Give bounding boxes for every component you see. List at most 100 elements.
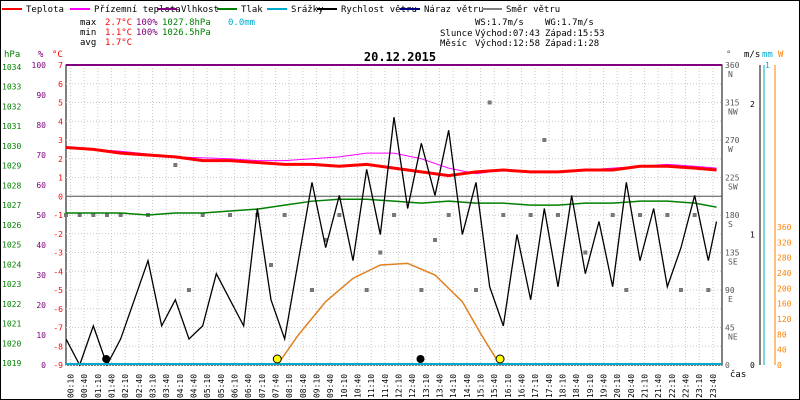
- time-tick-label: 02:10: [121, 374, 130, 398]
- solar-tick-label: 360: [777, 223, 792, 232]
- legend-label: Tlak: [241, 5, 263, 15]
- dir-tick-compass: NE: [728, 333, 738, 342]
- pressure-tick-label: 1023: [2, 280, 21, 289]
- stats-row-label: max: [80, 18, 97, 28]
- wind-direction-point: [282, 213, 287, 217]
- time-tick-label: 15:10: [477, 374, 486, 398]
- wind-direction-point: [433, 238, 437, 242]
- humidity-tick-label: 30: [36, 271, 46, 280]
- axis-title-deg: °: [726, 50, 731, 60]
- pressure-tick-label: 1024: [2, 260, 21, 269]
- time-tick-label: 16:40: [518, 374, 527, 398]
- pressure-tick-label: 1021: [2, 320, 21, 329]
- wind-direction-point: [200, 213, 205, 217]
- pressure-tick-label: 1028: [2, 181, 21, 190]
- pressure-tick-label: 1020: [2, 339, 21, 348]
- humidity-tick-label: 90: [36, 91, 46, 100]
- time-tick-label: 23:40: [709, 374, 718, 398]
- temp-tick-label: 1: [58, 174, 63, 183]
- solar-tick-label: 160: [777, 300, 792, 309]
- wind-direction-point: [474, 288, 478, 292]
- axis-title-time: čas: [730, 369, 746, 380]
- temp-tick-label: -7: [53, 324, 63, 333]
- temp-tick-label: -4: [53, 267, 63, 276]
- solar-tick-label: 240: [777, 269, 792, 278]
- dir-tick-degrees: 0: [725, 361, 730, 370]
- time-tick-label: 03:10: [149, 374, 158, 398]
- humidity-tick-label: 0: [41, 361, 46, 370]
- stats-humidity: 100%: [136, 18, 158, 28]
- dir-tick-compass: SE: [728, 258, 738, 267]
- pressure-tick-label: 1034: [2, 63, 21, 72]
- temp-tick-label: 7: [58, 61, 63, 70]
- time-tick-label: 03:40: [162, 374, 171, 398]
- wind-direction-point: [556, 213, 560, 217]
- solar-tick-label: 120: [777, 315, 792, 324]
- temp-tick-label: -1: [53, 211, 63, 220]
- axis-title-ms: m/s: [744, 50, 760, 60]
- wind-direction-point: [173, 163, 178, 167]
- time-tick-label: 13:10: [422, 374, 431, 398]
- time-tick-label: 12:10: [395, 374, 404, 398]
- time-tick-label: 10:40: [354, 374, 363, 398]
- sunrise-marker: [272, 354, 282, 364]
- moonrise-marker: [416, 355, 425, 363]
- time-tick-label: 22:10: [668, 374, 677, 398]
- wind-direction-point: [392, 213, 396, 217]
- solar-tick-label: 320: [777, 238, 792, 247]
- stats-row-label: avg: [80, 38, 96, 48]
- dir-tick-compass: W: [728, 145, 733, 154]
- dir-tick-degrees: 180: [725, 211, 740, 220]
- legend-label: Přízemní teplota: [94, 5, 181, 15]
- time-tick-label: 12:40: [408, 374, 417, 398]
- time-tick-label: 18:10: [559, 374, 568, 398]
- humidity-tick-label: 70: [36, 151, 46, 160]
- dir-tick-degrees: 135: [725, 249, 740, 258]
- sun-label: Slunce: [440, 29, 473, 39]
- wind-direction-point: [378, 250, 383, 255]
- wind-direction-point: [419, 288, 424, 292]
- solar-tick-label: 80: [777, 330, 787, 339]
- dir-tick-degrees: 270: [725, 136, 740, 145]
- pressure-tick-label: 1033: [2, 83, 21, 92]
- temp-tick-label: -3: [53, 249, 63, 258]
- solar-tick-label: 40: [777, 346, 787, 355]
- stats-temp: 1.1°C: [105, 28, 132, 38]
- dir-tick-degrees: 90: [725, 286, 735, 295]
- temp-tick-label: 2: [58, 155, 63, 164]
- dir-tick-compass: S: [728, 220, 733, 229]
- axis-title-pct: %: [38, 50, 44, 60]
- legend-label: Směr větru: [506, 5, 560, 15]
- date-title: 20.12.2015: [364, 50, 436, 64]
- dir-tick-compass: NW: [728, 108, 738, 117]
- time-tick-label: 16:10: [504, 374, 513, 398]
- time-tick-label: 10:10: [340, 374, 349, 398]
- temp-tick-label: 4: [58, 117, 63, 126]
- temp-tick-label: 6: [58, 80, 63, 89]
- wind-direction-point: [706, 288, 711, 292]
- wind-direction-point: [364, 288, 369, 292]
- legend-label: Srážky: [291, 5, 324, 15]
- pressure-tick-label: 1031: [2, 122, 21, 131]
- stats-pressure: 1026.5hPa: [162, 28, 211, 38]
- time-tick-label: 07:40: [272, 374, 281, 398]
- pressure-tick-label: 1027: [2, 201, 21, 210]
- time-tick-label: 21:40: [654, 374, 663, 398]
- time-tick-label: 06:40: [244, 374, 253, 398]
- wind-direction-point: [337, 213, 342, 217]
- time-tick-label: 06:10: [231, 374, 240, 398]
- stats-temp: 1.7°C: [105, 38, 132, 48]
- humidity-tick-label: 60: [36, 181, 46, 190]
- wind-direction-point: [323, 238, 328, 242]
- wind-direction-point: [501, 213, 506, 217]
- dir-tick-degrees: 315: [725, 99, 740, 108]
- time-tick-label: 00:40: [80, 374, 89, 398]
- wind-direction-point: [528, 213, 533, 217]
- wind-direction-point: [64, 213, 68, 217]
- temp-tick-label: -9: [53, 361, 63, 370]
- temp-tick-label: -8: [53, 342, 63, 351]
- temp-tick-label: 0: [58, 192, 63, 201]
- sunrise-text: Východ:07:43: [475, 29, 540, 39]
- stats-rain: 0.0mm: [228, 18, 255, 28]
- pressure-tick-label: 1026: [2, 221, 21, 230]
